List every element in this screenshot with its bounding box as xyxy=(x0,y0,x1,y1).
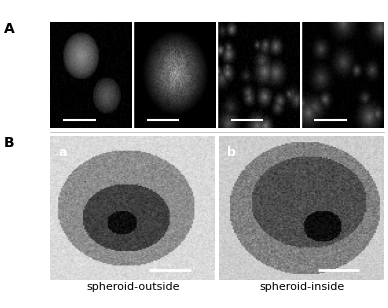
Text: b: b xyxy=(227,146,236,159)
Text: a: a xyxy=(59,146,67,159)
Text: spheroid-inside: spheroid-inside xyxy=(259,282,344,292)
Text: B: B xyxy=(4,136,14,150)
Text: A: A xyxy=(4,22,15,36)
Text: spheroid-outside: spheroid-outside xyxy=(86,282,180,292)
